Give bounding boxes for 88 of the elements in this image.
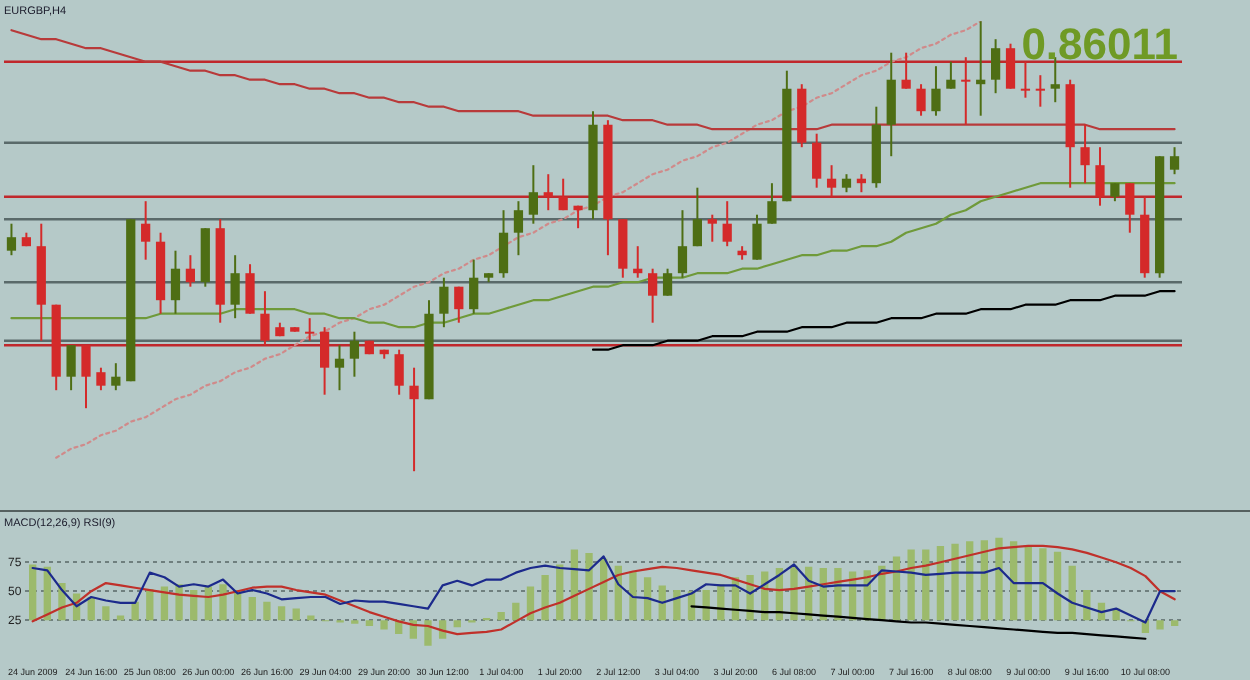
candlestick — [141, 200, 151, 261]
candlestick — [1169, 146, 1180, 176]
bar — [131, 601, 139, 621]
candlestick — [334, 344, 345, 392]
bar — [1009, 541, 1018, 621]
candlestick — [1050, 56, 1060, 104]
bar — [380, 620, 388, 630]
candlestick — [946, 60, 956, 90]
candlestick — [409, 366, 419, 473]
bar — [29, 564, 37, 621]
bar — [512, 602, 520, 621]
candlestick — [1035, 74, 1045, 108]
bar — [892, 556, 901, 621]
candlestick — [752, 213, 762, 261]
candlestick — [916, 83, 926, 117]
candlestick — [1095, 146, 1105, 207]
candlestick — [543, 173, 553, 212]
candlestick — [677, 209, 688, 279]
candlestick — [961, 56, 971, 126]
candlestick — [498, 209, 509, 279]
bar — [277, 606, 286, 621]
candlestick — [767, 182, 777, 225]
candlestick — [826, 164, 837, 198]
bar — [966, 541, 974, 621]
bar — [1039, 548, 1047, 621]
candlestick — [260, 290, 270, 347]
bar — [643, 577, 652, 621]
bar — [424, 620, 432, 646]
candlestick — [230, 254, 240, 320]
candlestick — [170, 249, 181, 315]
bar — [497, 612, 505, 621]
bar — [980, 540, 989, 621]
candlestick — [707, 213, 717, 243]
bar — [219, 584, 227, 621]
candlestick — [394, 348, 404, 396]
bar — [1156, 620, 1164, 630]
candlestick — [81, 344, 91, 410]
candlestick — [185, 254, 196, 288]
bar — [658, 585, 666, 621]
candlestick — [319, 326, 330, 396]
bar — [292, 608, 300, 621]
candlestick — [1020, 60, 1031, 99]
bar — [1068, 565, 1076, 621]
candlestick — [66, 344, 76, 392]
candlestick — [901, 51, 911, 90]
bar — [585, 552, 593, 621]
candlestick — [245, 263, 255, 315]
candlestick — [6, 222, 17, 257]
candlestick — [722, 200, 732, 248]
candlestick — [812, 132, 822, 189]
bar — [570, 549, 579, 621]
bar — [541, 574, 549, 621]
candlestick — [662, 267, 673, 297]
candlestick — [469, 258, 479, 315]
bar — [907, 549, 915, 621]
candlestick — [990, 38, 1001, 95]
bar — [365, 620, 374, 626]
bar — [1171, 620, 1179, 626]
candlestick — [454, 285, 464, 324]
bar — [673, 590, 681, 621]
bar — [922, 549, 930, 621]
candlestick — [648, 267, 658, 324]
bar — [1053, 551, 1062, 621]
candlestick — [1080, 123, 1090, 185]
candlestick — [692, 186, 702, 248]
bar — [263, 601, 271, 621]
candlestick — [111, 362, 121, 392]
candlestick — [1125, 182, 1135, 234]
bar — [307, 615, 315, 621]
bar — [629, 571, 637, 621]
candlestick — [528, 164, 538, 225]
bar — [453, 620, 461, 628]
candlestick — [96, 366, 106, 392]
candlestick — [558, 177, 568, 212]
candlestick — [513, 200, 524, 257]
candlestick — [305, 317, 315, 342]
candlestick — [349, 330, 360, 378]
annotation: 0.86011 — [1021, 19, 1178, 70]
bar — [1024, 545, 1032, 621]
candlestick — [439, 276, 449, 329]
bar — [936, 545, 945, 621]
bar — [248, 597, 256, 621]
bar — [951, 543, 959, 621]
bar — [102, 606, 110, 621]
bar — [995, 537, 1003, 621]
candlestick — [931, 65, 941, 117]
candlestick — [1005, 42, 1016, 90]
candlestick — [886, 51, 896, 158]
